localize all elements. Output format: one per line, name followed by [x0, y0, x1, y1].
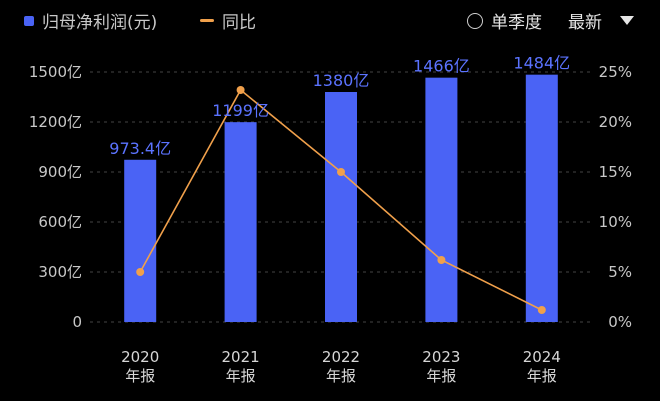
- bar-data-label: 973.4亿: [109, 139, 171, 158]
- y-right-tick-label: 20%: [599, 113, 632, 131]
- chart-controls: 单季度 最新: [467, 8, 634, 33]
- bar-series: [124, 74, 558, 323]
- bar: [425, 77, 458, 323]
- y-right-tick-label: 15%: [599, 163, 632, 181]
- axis-labels: 0 300亿 600亿 900亿 1200亿 1500亿 0% 5% 10% 15% 20% 25% 2…: [29, 63, 632, 385]
- legend-bar-label: 归母净利润(元): [42, 13, 158, 33]
- x-tick-label: 2022: [322, 348, 360, 366]
- bar-data-label: 1199亿: [212, 101, 269, 120]
- x-tick-label: 2020: [121, 348, 159, 366]
- x-tick-label: 年报: [326, 367, 356, 385]
- y-right-tick-label: 25%: [599, 63, 632, 81]
- line-series: [136, 86, 546, 314]
- x-tick-label: 年报: [527, 367, 557, 385]
- x-tick-label: 2023: [422, 348, 460, 366]
- x-tick-label: 2024: [523, 348, 561, 366]
- bar: [124, 159, 157, 322]
- legend-line[interactable]: 同比: [200, 8, 256, 33]
- y-right-tick-label: 5%: [608, 263, 632, 281]
- y-right-tick-label: 0%: [608, 313, 632, 331]
- legend-line-label: 同比: [222, 13, 256, 33]
- legend-line-swatch: [200, 19, 214, 22]
- bar-data-label: 1380亿: [313, 71, 370, 90]
- y-left-tick-label: 300亿: [38, 263, 82, 281]
- bar: [325, 92, 357, 322]
- y-left-tick-label: 900亿: [38, 163, 82, 181]
- yoy-point: [136, 268, 145, 276]
- x-tick-label: 2021: [222, 348, 260, 366]
- yoy-point: [337, 168, 345, 176]
- y-left-tick-label: 600亿: [38, 213, 82, 231]
- single-quarter-radio[interactable]: [467, 12, 483, 29]
- x-tick-label: 年报: [226, 367, 256, 385]
- bar: [224, 122, 257, 323]
- chart-header: 归母净利润(元) 同比 单季度 最新: [0, 0, 660, 38]
- legend-bar[interactable]: 归母净利润(元): [24, 8, 157, 33]
- data-labels: 973.4亿 1199亿 1380亿 1466亿 1484亿: [109, 54, 570, 158]
- yoy-point: [437, 256, 446, 264]
- yoy-point: [537, 306, 546, 314]
- bar-data-label: 1484亿: [513, 54, 570, 73]
- single-quarter-label[interactable]: 单季度: [491, 13, 542, 33]
- latest-dropdown-label[interactable]: 最新: [568, 13, 602, 33]
- yoy-point: [236, 86, 245, 94]
- y-left-tick-label: 0: [72, 313, 82, 331]
- bar: [525, 74, 558, 323]
- y-left-tick-label: 1200亿: [29, 113, 82, 131]
- y-right-tick-label: 10%: [599, 213, 632, 231]
- chevron-down-icon[interactable]: [620, 16, 634, 25]
- y-left-tick-label: 1500亿: [29, 63, 82, 81]
- legend-bar-swatch: [24, 15, 34, 26]
- x-tick-label: 年报: [125, 367, 155, 385]
- bar-data-label: 1466亿: [413, 57, 470, 76]
- x-tick-label: 年报: [426, 367, 456, 385]
